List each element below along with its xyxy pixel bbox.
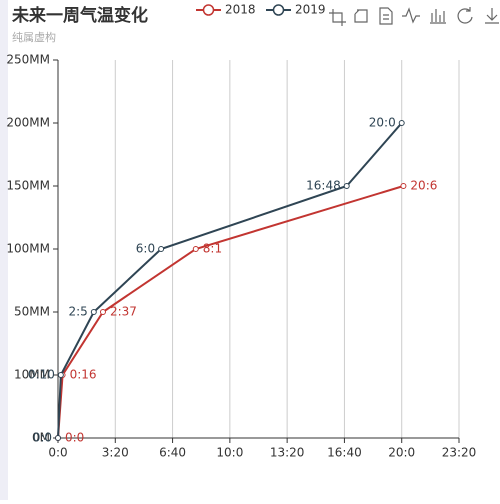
x-tick-label: 13:20 — [270, 446, 305, 460]
series-line — [57, 122, 403, 439]
data-point — [400, 183, 407, 189]
data-label: 2:37 — [110, 305, 137, 319]
data-label: 16:48 — [306, 179, 341, 193]
y-tick-label: 150MM — [6, 179, 50, 193]
data-label: 0:0 — [65, 431, 84, 445]
x-tick-label: 6:40 — [159, 446, 186, 460]
toolbox[interactable] — [329, 7, 499, 26]
data-point — [192, 246, 199, 252]
data-label: 0:10 — [28, 368, 55, 382]
chart-title: 未来一周气温变化 — [11, 5, 148, 26]
data-point — [398, 120, 405, 126]
legend-label: 2018 — [225, 3, 256, 17]
data-label: 0:16 — [70, 368, 97, 382]
zoom-reset-icon[interactable] — [354, 9, 368, 23]
zoom-icon[interactable] — [329, 9, 346, 26]
save-icon[interactable] — [485, 8, 499, 24]
x-tick-label: 23:20 — [442, 446, 477, 460]
data-label: 20:0 — [369, 116, 396, 130]
data-point — [57, 372, 64, 378]
y-tick-label: 0M — [32, 431, 50, 445]
data-label: 6:0 — [136, 242, 155, 256]
data-view-icon[interactable] — [379, 7, 393, 25]
legend-label: 2019 — [295, 3, 326, 17]
x-tick-label: 0:0 — [48, 446, 67, 460]
line-icon[interactable] — [402, 7, 420, 24]
x-tick-label: 16:40 — [327, 446, 362, 460]
legend-symbol — [272, 4, 285, 16]
data-point — [55, 435, 61, 441]
chart-subtitle: 纯属虚构 — [12, 30, 56, 44]
x-tick-label: 3:20 — [102, 446, 129, 460]
x-tick-label: 10:0 — [216, 446, 243, 460]
data-point — [343, 183, 350, 189]
y-tick-label: 50MM — [14, 305, 50, 319]
data-label: 0:0 — [33, 431, 52, 445]
y-tick-label: 100MM — [6, 242, 50, 256]
bar-icon[interactable] — [430, 9, 446, 24]
legend-symbol — [202, 4, 215, 16]
data-label: 8:1 — [203, 242, 222, 256]
data-label: 2:5 — [68, 305, 87, 319]
y-tick-label: 200MM — [6, 116, 50, 130]
data-point — [90, 309, 97, 315]
data-point — [158, 246, 165, 252]
data-label: 20:6 — [410, 179, 437, 193]
y-tick-label: 250MM — [6, 53, 50, 67]
data-point — [99, 309, 106, 315]
y-tick-label: 10MM — [14, 368, 50, 382]
x-tick-label: 20:0 — [388, 446, 415, 460]
side-strip — [0, 0, 8, 500]
restore-icon[interactable] — [457, 7, 473, 24]
